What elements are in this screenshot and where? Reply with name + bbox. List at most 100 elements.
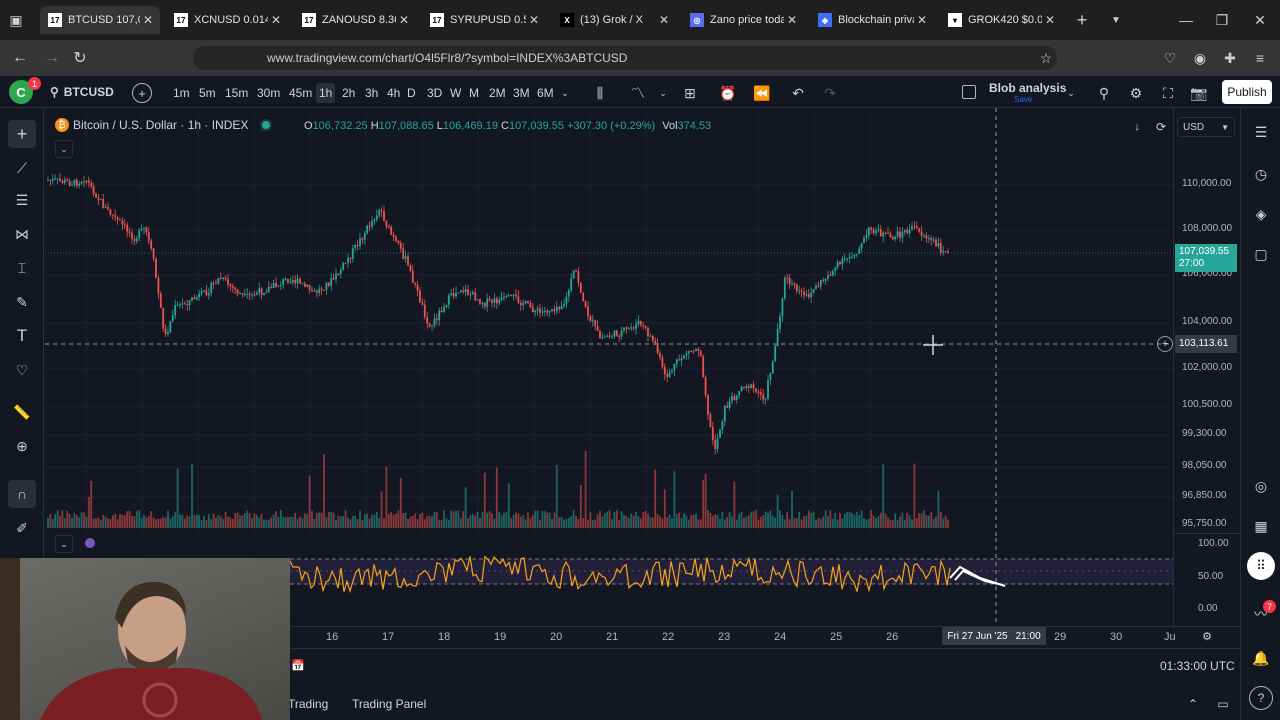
timeframe-3h[interactable]: 3h — [365, 86, 379, 100]
undo-icon[interactable]: ↶ — [792, 84, 804, 101]
timeframe-3D[interactable]: 3D — [427, 86, 443, 100]
tab-close-icon[interactable]: ✕ — [1044, 13, 1056, 27]
tab-search-icon[interactable]: ▼ — [1111, 14, 1121, 26]
timeframe-1h[interactable]: 1h — [316, 83, 336, 103]
tab-close-icon[interactable]: ✕ — [270, 13, 282, 27]
tab-close-icon[interactable]: ✕ — [398, 13, 410, 27]
magnet-icon[interactable]: ∩ — [8, 480, 36, 508]
menu-icon[interactable]: ≡ — [1255, 50, 1265, 66]
crosshair-tool-icon[interactable]: + — [8, 120, 36, 148]
timeframe-30m[interactable]: 30m — [257, 86, 281, 100]
utc-clock[interactable]: 01:33:00 UTC — [1160, 659, 1235, 673]
indicators-icon[interactable]: 〽 — [631, 85, 645, 101]
timeframe-2h[interactable]: 2h — [342, 86, 356, 100]
object-tree-icon[interactable]: ◈ — [1255, 205, 1267, 222]
time-axis[interactable]: 16 17 18 19 20 21 22 23 24 25 26 29 30 Ju Fri 27 Jun … — [290, 626, 1240, 646]
chart-legend[interactable]: ₿ Bitcoin / U.S. Dollar · 1h · INDEX — [55, 118, 271, 132]
help-icon[interactable]: ? — [1249, 686, 1273, 710]
alerts-clock-icon[interactable]: ◷ — [1254, 165, 1268, 182]
lock-drawings-icon[interactable]: ✐ — [16, 519, 28, 536]
pocket-icon[interactable]: ♡ — [1163, 49, 1177, 66]
calendar-icon[interactable]: ▦ — [1254, 517, 1268, 534]
add-alert-icon[interactable]: + — [1157, 336, 1173, 352]
compare-symbol-button[interactable]: + — [132, 83, 152, 103]
fib-tool-icon[interactable]: ☰ — [15, 191, 29, 208]
rsi-pane[interactable] — [45, 538, 1173, 626]
timeframe-4h[interactable]: 4h — [387, 86, 401, 100]
timeframe-M[interactable]: M — [469, 86, 479, 100]
watchlist-icon[interactable]: ☰ — [1254, 123, 1268, 140]
symbol-title[interactable]: Bitcoin / U.S. Dollar · 1h · INDEX — [73, 118, 249, 132]
tab-close-icon[interactable]: ✕ — [142, 13, 154, 27]
refresh-icon[interactable]: ⟳ — [1155, 120, 1167, 134]
timeframe-2M[interactable]: 2M — [489, 86, 506, 100]
date-range-icon[interactable]: 📅 — [291, 659, 305, 672]
minimize-button[interactable]: — — [1179, 12, 1193, 28]
currency-select[interactable]: USD ▼ — [1177, 117, 1235, 137]
timeframe-6M[interactable]: 6M — [537, 86, 554, 100]
panel-maximize-icon[interactable]: ▭ — [1217, 697, 1229, 711]
close-window-button[interactable]: ✕ — [1254, 11, 1266, 28]
timeframe-15m[interactable]: 15m — [225, 86, 249, 100]
fullscreen-icon[interactable]: ⛶ — [1163, 84, 1173, 101]
time-axis-settings-icon[interactable]: ⚙ — [1202, 630, 1212, 643]
tab-actions-icon[interactable]: ▣ — [9, 11, 23, 28]
browser-tab[interactable]: X (13) Grok / X ✕ — [552, 6, 676, 34]
rsi-collapse-icon[interactable]: ⌄ — [55, 535, 73, 553]
candle-type-icon[interactable]: ⫼ — [596, 84, 604, 101]
pattern-tool-icon[interactable]: ⋈ — [15, 225, 29, 242]
brush-tool-icon[interactable]: ✎ — [16, 293, 28, 310]
forward-button[interactable]: → — [44, 49, 60, 66]
collapse-legend-icon[interactable]: ⌄ — [55, 140, 73, 158]
url-field[interactable]: www.tradingview.com/chart/O4l5Flr8/?symb… — [193, 46, 1057, 70]
account-icon[interactable]: ◉ — [1193, 49, 1207, 66]
replay-icon[interactable]: ⏪ — [753, 84, 771, 101]
new-tab-button[interactable]: + — [1076, 9, 1088, 30]
tab-close-icon[interactable]: ✕ — [658, 13, 670, 27]
price-scale[interactable]: 110,000.00 108,000.00 106,000.00 104,000.00… — [1173, 108, 1241, 628]
timeframe-1m[interactable]: 1m — [173, 86, 190, 100]
products-grid-icon[interactable]: ⠿ — [1247, 552, 1275, 580]
extensions-icon[interactable]: ✚ — [1224, 49, 1236, 66]
browser-tab[interactable]: 17 SYRUPUSD 0.5840✕ — [422, 6, 546, 34]
layout-chevron-icon[interactable]: ⌄ — [1067, 87, 1075, 98]
alert-icon[interactable]: ⏰ — [719, 84, 737, 101]
zoom-in-icon[interactable]: ⊕ — [16, 437, 28, 454]
timeframe-5m[interactable]: 5m — [199, 86, 216, 100]
browser-tab[interactable]: 17 ZANOUSD 8.3685✕ — [294, 6, 416, 34]
tab-close-icon[interactable]: ✕ — [786, 13, 798, 27]
text-tool-icon[interactable]: T — [16, 326, 28, 345]
settings-icon[interactable]: ⚙ — [1129, 84, 1143, 101]
timeframe-45m[interactable]: 45m — [289, 86, 313, 100]
chat-icon[interactable]: ▢ — [1254, 245, 1268, 262]
camera-icon[interactable]: 📷 — [1190, 84, 1208, 101]
hotlist-target-icon[interactable]: ◎ — [1254, 477, 1268, 494]
symbol-search[interactable]: ⚲ BTCUSD — [50, 82, 114, 102]
forecast-tool-icon[interactable]: ⌶ — [17, 259, 27, 276]
notifications-bell-icon[interactable]: 🔔 — [1252, 649, 1270, 666]
browser-tab[interactable]: 17 XCNUSD 0.01495✕ — [166, 6, 288, 34]
layout-name[interactable]: Blob analysis — [989, 81, 1067, 95]
panel-collapse-icon[interactable]: ⌃ — [1187, 697, 1199, 711]
back-button[interactable]: ← — [12, 49, 28, 66]
bookmark-star-icon[interactable]: ☆ — [1039, 49, 1053, 66]
templates-icon[interactable]: ⊞ — [684, 84, 696, 101]
tab-close-icon[interactable]: ✕ — [528, 13, 540, 27]
timeframe-chevron-icon[interactable]: ⌄ — [561, 87, 569, 98]
tab-close-icon[interactable]: ✕ — [916, 13, 928, 27]
timeframe-3M[interactable]: 3M — [513, 86, 530, 100]
publish-button[interactable]: Publish — [1222, 80, 1272, 104]
restore-button[interactable]: ❐ — [1215, 11, 1229, 28]
icon-tool-heart-icon[interactable]: ♡ — [15, 361, 29, 378]
scroll-down-icon[interactable]: ↓ — [1134, 121, 1140, 133]
trend-line-icon[interactable]: ⟋ — [17, 159, 27, 176]
tab-trading-panel[interactable]: Trading Panel — [352, 697, 427, 711]
chevron-down-icon[interactable]: ⌄ — [659, 87, 667, 98]
ruler-icon[interactable]: 📏 — [13, 403, 31, 420]
quick-search-icon[interactable]: ⚲ — [1098, 84, 1110, 101]
reload-button[interactable]: ↻ — [73, 50, 87, 67]
timeframe-W[interactable]: W — [450, 86, 462, 100]
browser-tab[interactable]: 17 BTCUSD 107,039.5✕ — [40, 6, 160, 34]
timeframe-D[interactable]: D — [407, 86, 416, 100]
browser-tab[interactable]: ▾ GROK420 $0.0004✕ — [940, 6, 1062, 34]
